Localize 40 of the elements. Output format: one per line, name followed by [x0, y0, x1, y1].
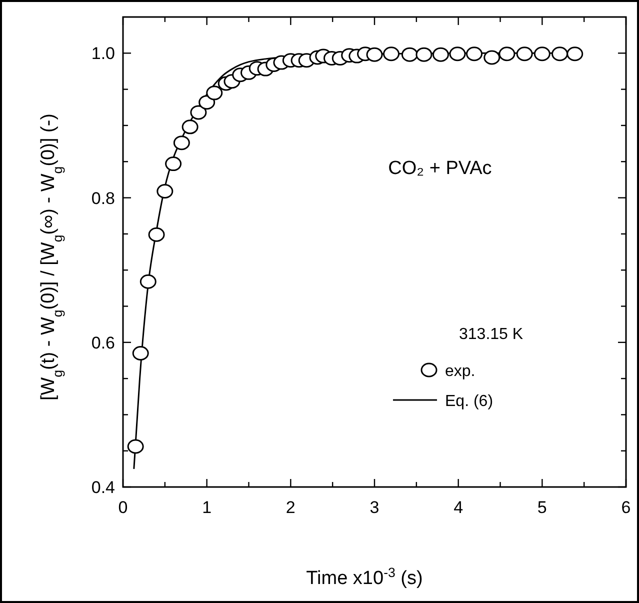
x-tick-label: 3 [370, 498, 380, 517]
point [182, 120, 198, 134]
point [498, 46, 516, 62]
x-tick-label: 6 [621, 498, 631, 517]
point [466, 46, 483, 62]
point [140, 274, 156, 289]
y-tick-label: 1.0 [91, 44, 115, 64]
x-tick-label: 1 [202, 498, 212, 517]
x-tick-label: 5 [537, 498, 547, 517]
point [206, 86, 223, 100]
point [484, 50, 500, 65]
x-tick-label: 2 [286, 498, 296, 517]
point [190, 105, 207, 120]
point [165, 156, 182, 172]
point [432, 47, 449, 62]
point [156, 184, 174, 199]
point [401, 47, 418, 62]
point [127, 439, 144, 454]
point [552, 46, 568, 62]
point [198, 95, 216, 110]
point [566, 46, 584, 62]
point [366, 47, 383, 62]
x-tick-label: 0 [118, 498, 128, 517]
point [516, 46, 533, 62]
legend-label: Eq. (6) [445, 393, 494, 410]
y-tick-label: 0.4 [91, 478, 115, 497]
point [383, 46, 400, 62]
point [449, 46, 466, 62]
annotation: CO₂ + PVAc [388, 158, 492, 179]
point [534, 46, 550, 62]
point [173, 136, 190, 150]
x-tick-label: 4 [454, 498, 464, 517]
y-tick-label: 0.6 [91, 333, 115, 352]
x-axis-title: Time x10$^{-3}$ (s) [306, 564, 423, 589]
point [148, 227, 165, 242]
point [416, 47, 432, 62]
y-tick-label: 0.8 [91, 188, 115, 208]
legend-label: exp. [445, 363, 476, 380]
point [132, 346, 149, 360]
legend-title: 313.15 K [459, 326, 524, 343]
